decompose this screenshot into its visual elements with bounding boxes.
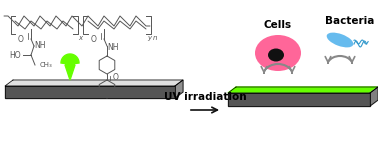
Text: CH₃: CH₃ (40, 62, 53, 68)
Polygon shape (5, 80, 183, 86)
Text: HO: HO (9, 50, 21, 59)
Polygon shape (228, 87, 378, 93)
Text: NH: NH (107, 42, 119, 52)
Text: x: x (79, 35, 82, 41)
Text: O: O (18, 34, 24, 44)
Text: NH: NH (34, 41, 46, 50)
Text: y: y (147, 35, 151, 41)
Ellipse shape (327, 33, 353, 47)
Polygon shape (5, 86, 175, 98)
Text: Cells: Cells (264, 20, 292, 30)
Polygon shape (61, 54, 79, 80)
Text: n: n (153, 35, 158, 41)
Text: Bacteria: Bacteria (325, 16, 375, 26)
Ellipse shape (268, 49, 284, 62)
Ellipse shape (255, 35, 301, 71)
Polygon shape (370, 87, 378, 106)
Text: O: O (91, 34, 97, 44)
Polygon shape (175, 80, 183, 98)
Text: O: O (113, 74, 119, 82)
Text: UV irradiation: UV irradiation (164, 92, 246, 102)
Polygon shape (228, 93, 370, 106)
